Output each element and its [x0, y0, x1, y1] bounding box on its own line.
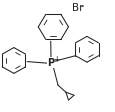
Text: +: +: [52, 55, 59, 64]
Text: -: -: [80, 2, 83, 11]
Text: P: P: [47, 58, 54, 68]
Text: Br: Br: [71, 3, 83, 13]
